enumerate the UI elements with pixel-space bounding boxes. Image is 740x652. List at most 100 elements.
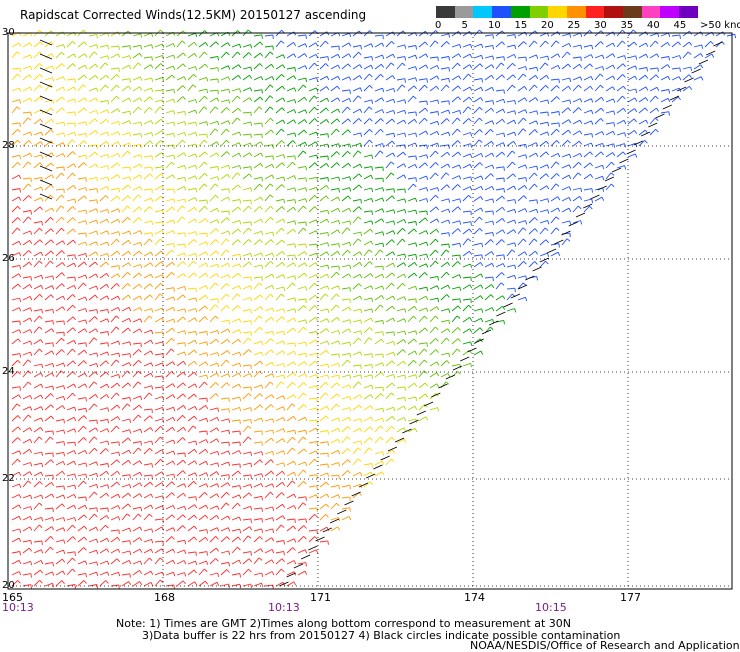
wind-barb-feather (405, 110, 406, 114)
wind-barb (364, 74, 369, 80)
wind-barb (12, 189, 20, 191)
wind-barb (276, 482, 283, 487)
wind-barb-feather (41, 198, 43, 202)
edge-barb (373, 465, 382, 469)
wind-barb (320, 178, 328, 180)
wind-barb-feather (337, 86, 339, 89)
wind-barb-feather (284, 375, 285, 379)
wind-barb (122, 56, 130, 58)
wind-barb (529, 98, 536, 103)
wind-barb-feather (303, 206, 306, 209)
wind-barb (78, 343, 86, 344)
wind-barb (243, 527, 250, 531)
wind-barb-feather (84, 437, 87, 440)
wind-barb-feather (625, 133, 626, 137)
wind-barb-feather (306, 563, 307, 567)
wind-barb-feather (534, 173, 537, 176)
wind-barb (122, 560, 129, 564)
wind-barb (45, 309, 53, 311)
wind-barb-feather (162, 186, 164, 189)
wind-barb-feather (130, 551, 131, 555)
wind-barb (122, 86, 128, 91)
wind-barb-feather (152, 309, 153, 313)
wind-barb-feather (239, 264, 241, 268)
wind-barb-feather (152, 233, 153, 237)
wind-barb-feather (306, 166, 307, 170)
wind-barb-feather (31, 277, 32, 281)
wind-barb-feather (591, 76, 593, 80)
wind-barb (188, 122, 196, 124)
wind-barb-feather (294, 263, 296, 267)
wind-barb (199, 96, 205, 102)
wind-barb (232, 352, 240, 355)
wind-barb-feather (207, 353, 208, 357)
wind-barb-feather (471, 363, 472, 367)
wind-barb-feather (218, 299, 219, 303)
wind-barb (452, 63, 458, 69)
wind-barb (221, 275, 228, 278)
wind-barb-feather (347, 228, 350, 231)
wind-barb (254, 452, 262, 455)
wind-barb (78, 253, 86, 256)
wind-barb (221, 483, 228, 487)
wind-barb (155, 496, 163, 498)
wind-barb (23, 352, 30, 355)
wind-barb-feather (370, 229, 372, 232)
wind-barb-feather (405, 57, 406, 61)
wind-barb (243, 53, 249, 59)
wind-barb-feather (405, 309, 406, 313)
wind-barb-feather (305, 362, 307, 365)
wind-barb-feather (94, 338, 97, 341)
wind-barb (56, 154, 63, 158)
wind-barb (111, 307, 118, 311)
wind-barb-feather (602, 97, 604, 100)
wind-barb (331, 394, 337, 399)
wind-barb (12, 552, 20, 554)
wind-barb (617, 152, 623, 157)
wind-barb (34, 187, 42, 190)
wind-barb-feather (470, 164, 472, 168)
wind-barb (441, 272, 447, 278)
wind-barb-feather (118, 219, 120, 223)
wind-barb-feather (95, 152, 97, 155)
wind-barb-feather (106, 85, 109, 88)
wind-barb-feather (249, 53, 252, 56)
wind-barb (320, 57, 328, 58)
wind-barb (78, 196, 84, 201)
wind-barb-feather (394, 189, 395, 193)
wind-barb (452, 54, 459, 58)
wind-barb (276, 451, 283, 454)
wind-barb (23, 495, 31, 498)
wind-barb (419, 31, 425, 36)
wind-barb (210, 528, 217, 531)
wind-barb-feather (229, 562, 230, 566)
wind-barb-feather (73, 173, 76, 176)
wind-barb-feather (349, 54, 351, 58)
wind-barb (23, 285, 30, 290)
wind-barb-feather (194, 515, 196, 518)
wind-barb-feather (151, 121, 153, 125)
wind-barb (188, 340, 195, 344)
wind-barb (177, 427, 184, 432)
wind-barb (67, 123, 75, 124)
wind-barb (166, 55, 173, 58)
wind-barb (276, 463, 284, 465)
wind-barb (298, 287, 306, 290)
time-label-2: 10:13 (268, 601, 300, 614)
wind-barb-feather (689, 75, 692, 78)
wind-barb (364, 395, 371, 400)
wind-barb-feather (217, 153, 219, 156)
wind-barb (34, 240, 40, 245)
wind-barb-feather (29, 548, 31, 551)
wind-barb-feather (492, 65, 494, 68)
wind-barb-feather (382, 110, 384, 114)
wind-barb (419, 176, 427, 179)
wind-barb (463, 154, 470, 157)
wind-barb (23, 217, 28, 223)
wind-barb-feather (701, 32, 703, 36)
wind-barb-feather (261, 385, 262, 389)
wind-barb (529, 143, 536, 146)
wind-barb (705, 41, 711, 47)
wind-barb (221, 121, 228, 124)
wind-barb (56, 32, 63, 36)
